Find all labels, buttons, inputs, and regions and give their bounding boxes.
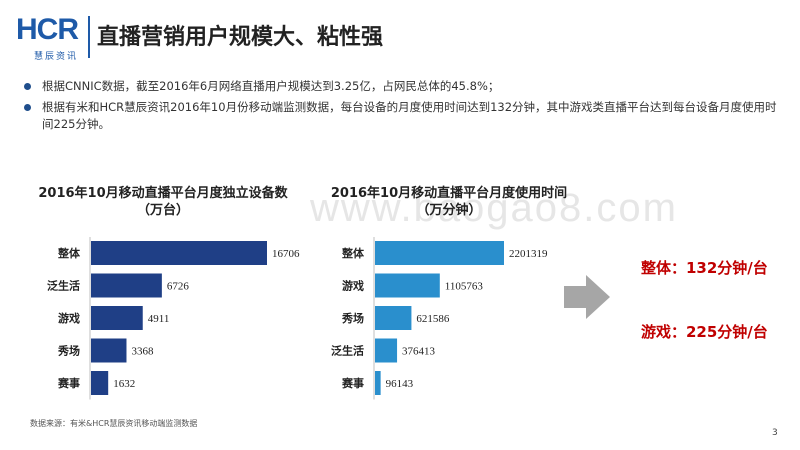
chart-2-category-label: 秀场 [341, 311, 364, 325]
chart-1-value-label: 16706 [272, 248, 300, 260]
chart-2-category-label: 泛生活 [331, 344, 364, 358]
chart-2-subtitle: （万分钟） [416, 203, 482, 218]
chart-1-category-label: 泛生活 [47, 279, 80, 293]
bullet-item: 根据CNNIC数据，截至2016年6月网络直播用户规模达到3.25亿，占网民总体… [24, 78, 784, 95]
chart-2-category-label: 整体 [341, 246, 365, 260]
chart-1-value-label: 1632 [113, 378, 135, 390]
chart-2-bar [375, 241, 504, 265]
chart-1-bar [91, 371, 109, 395]
logo-name: HCR [16, 13, 79, 46]
logo: HCR 慧辰资讯 [16, 13, 86, 63]
bullet-text: 根据有米和HCR慧辰资讯2016年10月份移动端监测数据，每台设备的月度使用时间… [42, 100, 777, 131]
logo-subtitle: 慧辰资讯 [34, 52, 79, 62]
chart-2-value-label: 621586 [416, 313, 450, 325]
chart-2-value-label: 1105763 [445, 281, 484, 293]
bullet-item: 根据有米和HCR慧辰资讯2016年10月份移动端监测数据，每台设备的月度使用时间… [24, 99, 784, 133]
chart-2-value-label: 96143 [386, 378, 414, 390]
title-divider [88, 16, 90, 58]
chart-2-category-label: 赛事 [341, 376, 364, 390]
callout-overall: 整体：132分钟/台 [641, 259, 768, 277]
bullet-dot-icon [24, 104, 31, 111]
chart-2-bar [375, 338, 398, 363]
chart-1-title-text: 2016年10月移动直播平台月度独立设备数 [38, 186, 288, 201]
chart-2-category-label: 游戏 [342, 279, 364, 293]
chart-2-value-label: 2201319 [509, 248, 548, 260]
bullet-list: 根据CNNIC数据，截至2016年6月网络直播用户规模达到3.25亿，占网民总体… [24, 78, 784, 137]
chart-1-value-label: 4911 [148, 313, 170, 325]
chart-1-bar [91, 306, 143, 330]
chart-1-subtitle: （万台） [136, 203, 189, 218]
chart-2-bar [375, 306, 412, 330]
chart-1-bar [91, 241, 267, 265]
chart-1-value-label: 3368 [131, 346, 154, 358]
chart-2-bar [375, 371, 381, 395]
chart-2-bar [375, 273, 440, 298]
chart-2-value-label: 376413 [402, 346, 436, 358]
chart-1-category-label: 整体 [57, 246, 81, 260]
bullet-dot-icon [24, 83, 31, 90]
bullet-text: 根据CNNIC数据，截至2016年6月网络直播用户规模达到3.25亿，占网民总体… [42, 79, 500, 93]
chart-1-title: 2016年10月移动直播平台月度独立设备数 （万台） [18, 185, 308, 219]
callout-game: 游戏：225分钟/台 [641, 323, 768, 341]
chart-2-title: 2016年10月移动直播平台月度使用时间 （万分钟） [310, 185, 588, 219]
page-number: 3 [772, 428, 778, 438]
chart-1-bar [91, 338, 127, 363]
chart-1-category-label: 赛事 [57, 376, 80, 390]
chart-2-title-text: 2016年10月移动直播平台月度使用时间 [330, 186, 568, 201]
data-source-note: 数据来源：有米&HCR慧辰资讯移动端监测数据 [30, 419, 198, 428]
page-title: 直播营销用户规模大、粘性强 [97, 25, 384, 50]
chart-1-bar [91, 273, 162, 298]
right-arrow-icon [564, 275, 610, 319]
chart-1-value-label: 6726 [167, 281, 190, 293]
chart-1-category-label: 游戏 [58, 311, 80, 325]
watermark: www.baogao8.com [310, 186, 678, 230]
chart-1-category-label: 秀场 [57, 344, 80, 358]
